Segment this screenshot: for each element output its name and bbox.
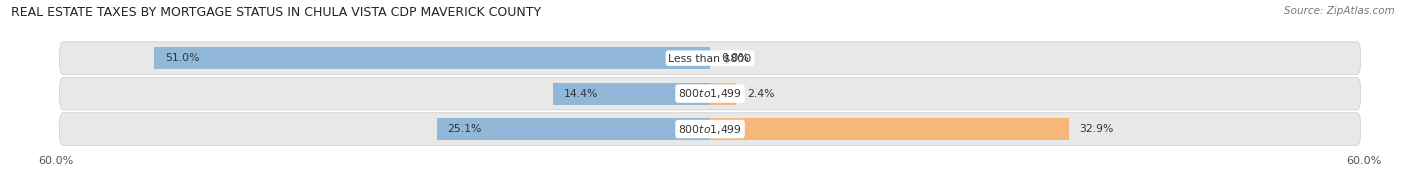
Text: Less than $800: Less than $800 xyxy=(668,53,752,63)
Text: 25.1%: 25.1% xyxy=(447,124,482,134)
Bar xyxy=(436,118,710,140)
Text: Source: ZipAtlas.com: Source: ZipAtlas.com xyxy=(1284,6,1395,16)
Bar xyxy=(710,83,737,105)
Text: 0.0%: 0.0% xyxy=(721,53,748,63)
Text: $800 to $1,499: $800 to $1,499 xyxy=(678,87,742,100)
Bar xyxy=(155,47,710,69)
Text: $800 to $1,499: $800 to $1,499 xyxy=(678,122,742,136)
Text: 14.4%: 14.4% xyxy=(564,89,599,99)
FancyBboxPatch shape xyxy=(59,42,1361,74)
Text: 2.4%: 2.4% xyxy=(747,89,775,99)
Bar xyxy=(710,118,1069,140)
Bar xyxy=(553,83,710,105)
FancyBboxPatch shape xyxy=(59,77,1361,110)
FancyBboxPatch shape xyxy=(59,113,1361,145)
Text: 32.9%: 32.9% xyxy=(1080,124,1114,134)
Text: REAL ESTATE TAXES BY MORTGAGE STATUS IN CHULA VISTA CDP MAVERICK COUNTY: REAL ESTATE TAXES BY MORTGAGE STATUS IN … xyxy=(11,6,541,19)
Text: 51.0%: 51.0% xyxy=(166,53,200,63)
